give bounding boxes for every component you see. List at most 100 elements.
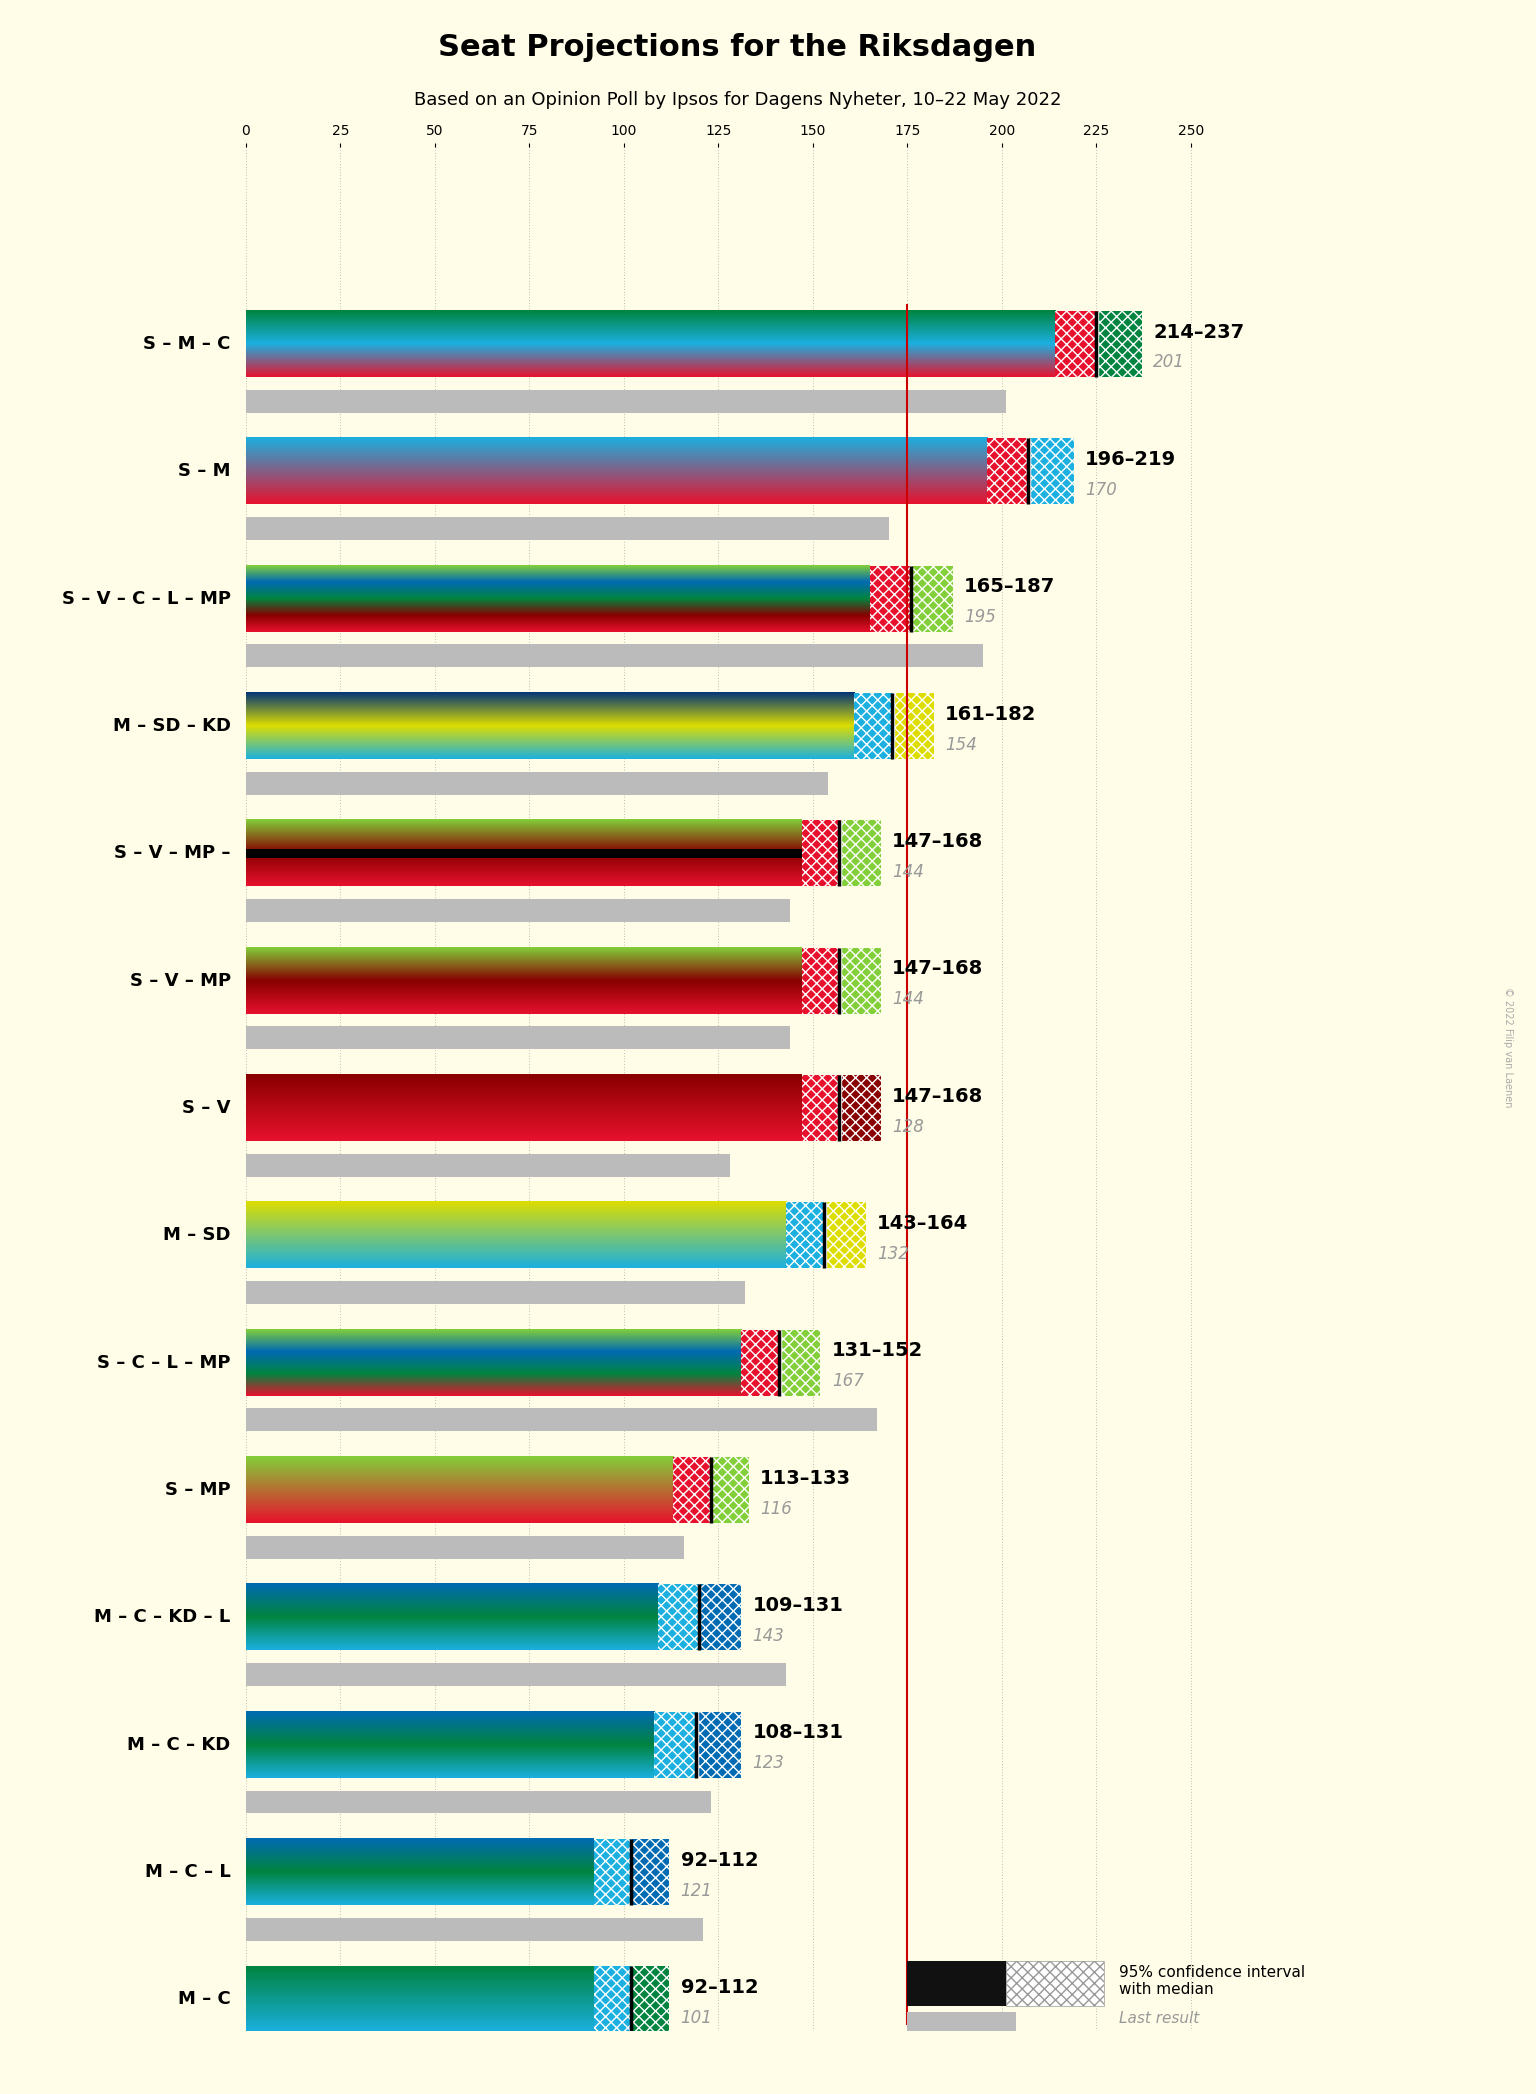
Text: M – C – KD – L: M – C – KD – L	[94, 1608, 230, 1627]
Bar	[854, 693, 894, 760]
Bar	[673, 1457, 711, 1522]
Text: 214–237: 214–237	[1154, 322, 1244, 341]
Bar	[697, 1711, 740, 1778]
Bar	[740, 1330, 780, 1397]
Bar	[854, 693, 894, 760]
Bar	[673, 1457, 711, 1522]
Text: S – V: S – V	[183, 1099, 230, 1116]
Bar	[711, 1457, 748, 1522]
Bar	[802, 821, 842, 886]
Text: 161–182: 161–182	[945, 704, 1037, 725]
Text: S – V – C – L – MP: S – V – C – L – MP	[61, 591, 230, 607]
Text: 154: 154	[945, 735, 977, 754]
Bar	[842, 821, 882, 886]
Bar	[1031, 438, 1074, 505]
Text: 167: 167	[833, 1372, 863, 1390]
Text: 165–187: 165–187	[965, 578, 1055, 597]
Bar	[740, 1330, 780, 1397]
Text: 131–152: 131–152	[833, 1342, 923, 1361]
Bar	[1055, 310, 1098, 377]
Text: 92–112: 92–112	[680, 1851, 759, 1870]
Bar	[246, 1663, 786, 1686]
Bar	[908, 2012, 1015, 2035]
Bar	[911, 565, 952, 632]
Bar	[842, 949, 882, 1013]
Text: 144: 144	[892, 990, 925, 1007]
Bar	[986, 438, 1031, 505]
Text: 147–168: 147–168	[892, 831, 983, 850]
Bar	[246, 1535, 685, 1558]
Bar	[246, 1282, 745, 1305]
Text: S – V – MP: S – V – MP	[129, 972, 230, 990]
Bar	[246, 1409, 877, 1432]
Bar	[246, 645, 983, 668]
Bar	[631, 1839, 670, 1906]
Bar	[593, 1966, 631, 2033]
Text: S – C – L – MP: S – C – L – MP	[97, 1353, 230, 1372]
Text: 201: 201	[1154, 354, 1186, 371]
Text: M – SD – KD: M – SD – KD	[112, 716, 230, 735]
Bar	[711, 1457, 748, 1522]
Text: 196–219: 196–219	[1084, 450, 1177, 469]
Bar	[908, 1962, 1006, 2006]
Bar	[1098, 310, 1141, 377]
Text: 123: 123	[753, 1755, 785, 1772]
Text: S – MP: S – MP	[164, 1480, 230, 1499]
Bar	[894, 693, 934, 760]
Text: S – V – MP –: S – V – MP –	[114, 844, 230, 863]
Bar	[802, 949, 842, 1013]
Text: Seat Projections for the Riksdagen: Seat Projections for the Riksdagen	[438, 34, 1037, 63]
Text: 101: 101	[680, 2008, 713, 2027]
Bar	[699, 1585, 740, 1650]
Bar	[246, 1918, 703, 1941]
Bar	[699, 1585, 740, 1650]
Bar	[802, 1074, 842, 1141]
Text: 121: 121	[680, 1883, 713, 1899]
Bar	[986, 438, 1031, 505]
Bar	[802, 1074, 842, 1141]
Text: Based on an Opinion Poll by Ipsos for Dagens Nyheter, 10–22 May 2022: Based on an Opinion Poll by Ipsos for Da…	[413, 90, 1061, 109]
Bar	[780, 1330, 820, 1397]
Bar	[802, 821, 842, 886]
Bar	[593, 1839, 631, 1906]
Bar	[246, 1026, 790, 1049]
Bar	[842, 1074, 882, 1141]
Bar	[697, 1711, 740, 1778]
Bar	[246, 773, 828, 796]
Text: M – C – L: M – C – L	[144, 1864, 230, 1880]
Text: M – C – KD: M – C – KD	[127, 1736, 230, 1753]
Bar	[826, 1202, 866, 1269]
Text: 147–168: 147–168	[892, 959, 983, 978]
Bar	[654, 1711, 697, 1778]
Bar	[842, 1074, 882, 1141]
Bar	[842, 949, 882, 1013]
Text: S – M – C: S – M – C	[143, 335, 230, 354]
Bar	[1031, 438, 1074, 505]
Text: 109–131: 109–131	[753, 1596, 843, 1614]
Bar	[869, 565, 911, 632]
Bar	[1006, 1962, 1104, 2006]
Bar	[631, 1966, 670, 2033]
Bar	[246, 1154, 730, 1177]
Text: 92–112: 92–112	[680, 1979, 759, 1998]
Bar	[631, 1966, 670, 2033]
Text: 132: 132	[877, 1244, 909, 1263]
Bar	[826, 1202, 866, 1269]
Text: 147–168: 147–168	[892, 1087, 983, 1106]
Text: 116: 116	[760, 1499, 793, 1518]
Bar	[786, 1202, 826, 1269]
Bar	[842, 821, 882, 886]
Text: 195: 195	[965, 607, 995, 626]
Text: Last result: Last result	[1120, 2010, 1200, 2027]
Bar	[246, 2046, 628, 2069]
Bar	[802, 949, 842, 1013]
Bar	[657, 1585, 699, 1650]
Bar	[593, 1966, 631, 2033]
Text: M – C: M – C	[178, 1989, 230, 2008]
Bar	[1098, 310, 1141, 377]
Text: 95% confidence interval
with median: 95% confidence interval with median	[1120, 1964, 1306, 1998]
Bar	[654, 1711, 697, 1778]
Bar	[246, 1790, 711, 1813]
Bar	[1055, 310, 1098, 377]
Bar	[1006, 1962, 1104, 2006]
